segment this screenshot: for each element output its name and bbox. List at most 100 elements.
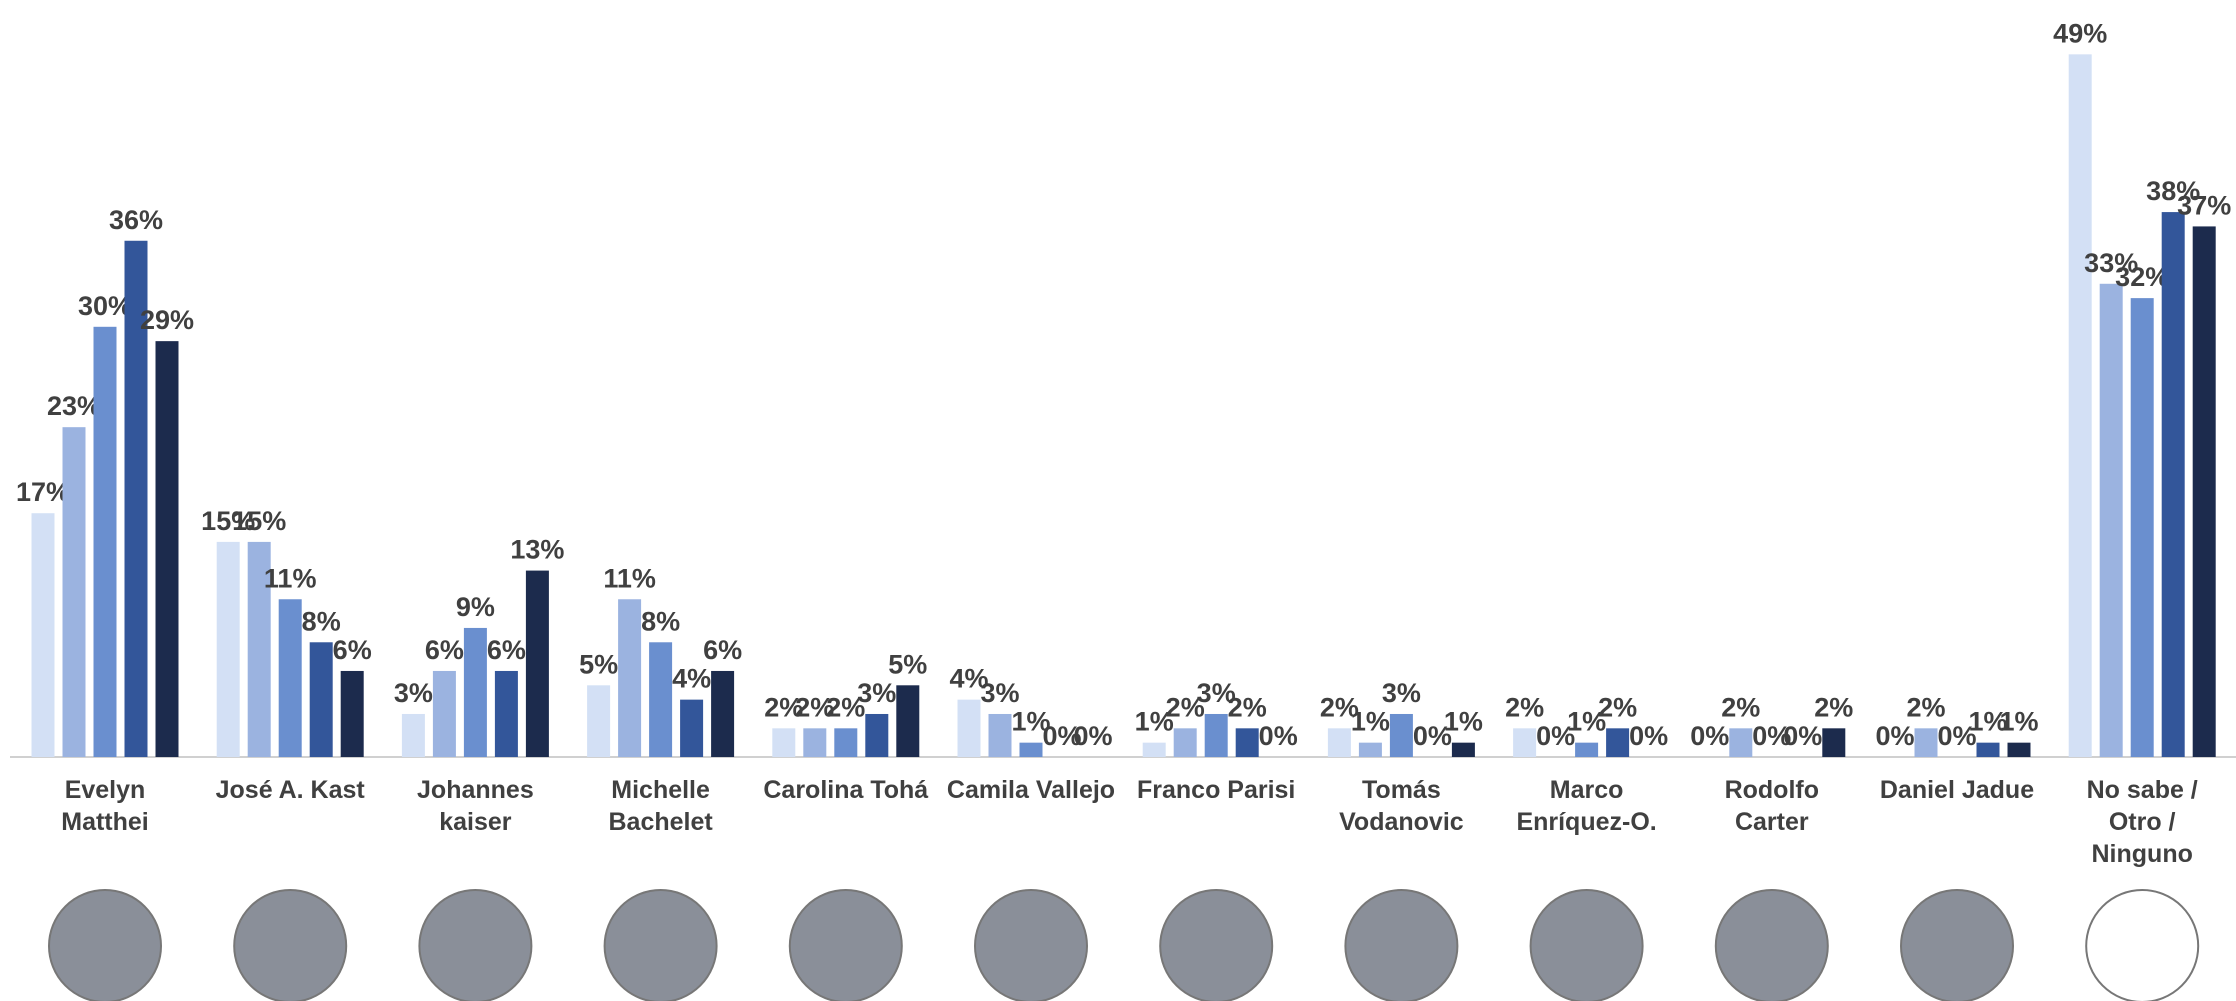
value-label: 3% xyxy=(980,678,1019,708)
value-label: 1% xyxy=(1444,707,1483,737)
bar xyxy=(495,671,518,757)
bar xyxy=(772,728,795,757)
value-label: 2% xyxy=(1598,692,1637,722)
bar xyxy=(958,700,981,757)
bar xyxy=(341,671,364,757)
value-label: 4% xyxy=(672,664,711,694)
bar xyxy=(649,642,672,757)
value-label: 9% xyxy=(456,592,495,622)
value-label: 1% xyxy=(1999,707,2038,737)
value-label: 8% xyxy=(641,606,680,636)
bar xyxy=(1205,714,1228,757)
value-label: 0% xyxy=(1690,721,1729,751)
bar xyxy=(2069,54,2092,757)
value-label: 13% xyxy=(510,535,564,565)
value-label: 29% xyxy=(140,305,194,335)
bar xyxy=(279,599,302,757)
bar xyxy=(834,728,857,757)
bar xyxy=(32,513,55,757)
value-label: 2% xyxy=(1814,692,1853,722)
bar xyxy=(217,542,240,757)
value-label: 6% xyxy=(487,635,526,665)
bar xyxy=(1575,743,1598,757)
bar xyxy=(310,642,333,757)
bar xyxy=(156,341,179,757)
bar xyxy=(1513,728,1536,757)
candidate-photo xyxy=(49,890,161,1001)
value-label: 2% xyxy=(1721,692,1760,722)
bar xyxy=(1915,728,1938,757)
value-label: 2% xyxy=(1505,692,1544,722)
value-label: 3% xyxy=(394,678,433,708)
value-label: 11% xyxy=(603,563,656,593)
candidate-photo xyxy=(975,890,1087,1001)
page: 17%23%30%36%29%15%15%11%8%6%3%6%9%6%13%5… xyxy=(0,0,2236,1001)
bar xyxy=(2193,226,2216,757)
bar xyxy=(587,685,610,757)
bar xyxy=(94,327,117,757)
category-label: José A. Kast xyxy=(205,774,375,806)
bar xyxy=(803,728,826,757)
bar xyxy=(433,671,456,757)
bar xyxy=(896,685,919,757)
value-label: 2% xyxy=(1228,692,1267,722)
category-label: Daniel Jadue xyxy=(1872,774,2042,806)
candidate-photo xyxy=(1901,890,2013,1001)
category-label: Marco Enríquez-O. xyxy=(1502,774,1672,838)
value-label: 15% xyxy=(232,506,286,536)
bar xyxy=(1020,743,1043,757)
bar xyxy=(402,714,425,757)
candidate-photo xyxy=(1345,890,1457,1001)
bar xyxy=(1236,728,1259,757)
bar xyxy=(1452,743,1475,757)
bar xyxy=(464,628,487,757)
candidate-photo xyxy=(234,890,346,1001)
candidate-photo xyxy=(1716,890,1828,1001)
candidate-photo xyxy=(419,890,531,1001)
candidate-photo xyxy=(605,890,717,1001)
value-label: 6% xyxy=(333,635,372,665)
bar xyxy=(989,714,1012,757)
bar xyxy=(2008,743,2031,757)
category-label: Carolina Tohá xyxy=(761,774,931,806)
value-label: 3% xyxy=(857,678,896,708)
candidate-photo xyxy=(790,890,902,1001)
bar xyxy=(618,599,641,757)
value-label: 0% xyxy=(1073,721,1112,751)
category-label: Evelyn Matthei xyxy=(20,774,190,838)
category-label: Camila Vallejo xyxy=(946,774,1116,806)
value-label: 23% xyxy=(47,391,101,421)
value-label: 8% xyxy=(302,606,341,636)
value-label: 0% xyxy=(1259,721,1298,751)
value-label: 0% xyxy=(1783,721,1822,751)
category-label: No sabe / Otro / Ninguno xyxy=(2082,774,2202,870)
chart: 17%23%30%36%29%15%15%11%8%6%3%6%9%6%13%5… xyxy=(0,0,2236,1001)
value-label: 11% xyxy=(264,563,317,593)
value-label: 0% xyxy=(1629,721,1668,751)
bar xyxy=(1143,743,1166,757)
category-label: Franco Parisi xyxy=(1131,774,1301,806)
candidate-photo xyxy=(2086,890,2198,1001)
bar xyxy=(680,700,703,757)
bar xyxy=(865,714,888,757)
value-label: 3% xyxy=(1382,678,1421,708)
value-label: 30% xyxy=(78,291,132,321)
bar xyxy=(1390,714,1413,757)
bar xyxy=(526,571,549,757)
category-label: Johannes kaiser xyxy=(390,774,560,838)
category-label: Tomás Vodanovic xyxy=(1316,774,1486,838)
value-label: 2% xyxy=(1906,692,1945,722)
value-label: 36% xyxy=(109,205,163,235)
bar xyxy=(2162,212,2185,757)
value-label: 1% xyxy=(1351,707,1390,737)
value-label: 49% xyxy=(2053,18,2107,48)
category-label: Rodolfo Carter xyxy=(1687,774,1857,838)
value-label: 6% xyxy=(703,635,742,665)
value-label: 0% xyxy=(1875,721,1914,751)
value-label: 37% xyxy=(2177,190,2231,220)
bar xyxy=(1729,728,1752,757)
value-label: 5% xyxy=(888,649,927,679)
value-label: 32% xyxy=(2115,262,2169,292)
value-label: 6% xyxy=(425,635,464,665)
bar xyxy=(1606,728,1629,757)
